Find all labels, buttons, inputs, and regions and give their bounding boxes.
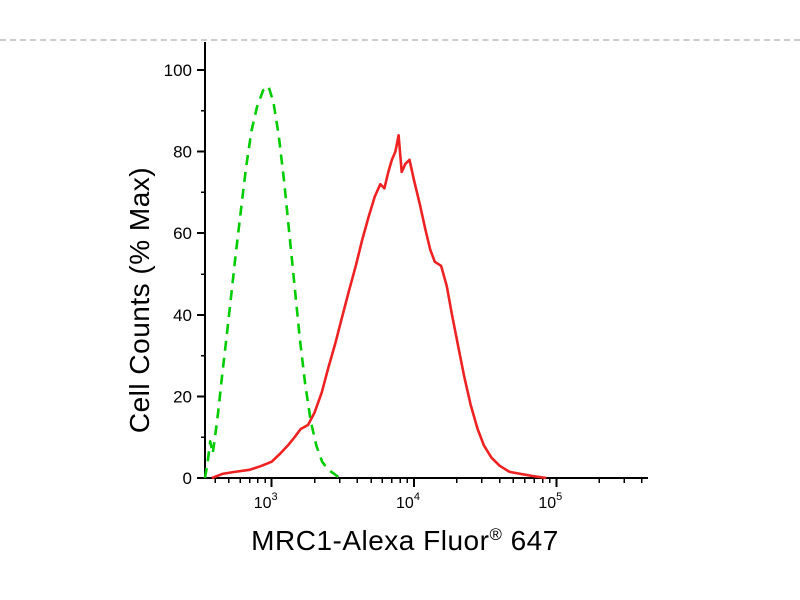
top-divider bbox=[0, 39, 800, 41]
x-axis-label: MRC1-Alexa Fluor® 647 bbox=[251, 525, 559, 557]
y-axis-label-text: Cell Counts (% Max) bbox=[124, 166, 155, 434]
x-tick-label: 104 bbox=[396, 491, 420, 512]
y-axis-label: Cell Counts (% Max) bbox=[124, 167, 156, 433]
registered-trademark-symbol: ® bbox=[489, 524, 503, 544]
y-tick-label: 80 bbox=[173, 143, 192, 162]
y-tick-label: 60 bbox=[173, 224, 192, 243]
x-tick-label: 105 bbox=[538, 491, 562, 512]
y-tick-label: 40 bbox=[173, 306, 192, 325]
y-tick-label: 0 bbox=[183, 469, 192, 488]
series-red-solid-curve bbox=[211, 134, 547, 480]
x-axis-label-suffix: 647 bbox=[502, 525, 559, 557]
series-green-dashed-curve bbox=[203, 85, 341, 480]
y-tick-label: 100 bbox=[164, 61, 192, 80]
x-axis-label-main: MRC1-Alexa Fluor bbox=[251, 525, 490, 557]
y-tick-label: 20 bbox=[173, 387, 192, 406]
x-tick-label: 103 bbox=[254, 491, 278, 512]
